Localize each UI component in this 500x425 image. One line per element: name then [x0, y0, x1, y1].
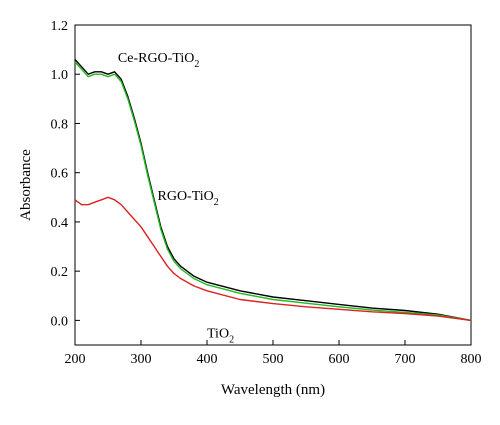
x-tick-label: 300	[131, 352, 152, 367]
annotation-subscript: 2	[214, 197, 219, 208]
annotation-label: TiO2	[207, 327, 234, 346]
x-tick-label: 400	[197, 352, 218, 367]
x-tick-label: 700	[395, 352, 416, 367]
annotation-text: Ce-RGO-TiO	[118, 51, 194, 66]
annotation-label: RGO-TiO2	[158, 189, 219, 208]
series-line-2	[74, 196, 472, 322]
y-tick-label: 0.0	[51, 314, 69, 329]
x-tick-label: 200	[65, 352, 86, 367]
y-tick-label: 0.4	[51, 216, 69, 231]
y-tick-label: 1.2	[51, 19, 69, 34]
x-tick-label: 500	[263, 352, 284, 367]
annotation-subscript: 2	[194, 59, 199, 70]
y-tick-label: 0.2	[51, 265, 69, 280]
series-line-0	[74, 59, 472, 322]
annotation-text: TiO	[207, 327, 229, 342]
series-layer	[74, 59, 472, 322]
annotation-text: RGO-TiO	[158, 189, 214, 204]
y-tick-label: 1.0	[51, 68, 69, 83]
y-axis-title: Absorbance	[18, 149, 34, 221]
y-tick-label: 0.8	[51, 117, 69, 132]
y-tick-label: 0.6	[51, 167, 69, 182]
ticks-layer: 200 300 400 500 600 700 800 0.0 0.2 0.4 0.6 0.8 1.0 1…	[51, 19, 482, 367]
annotation-subscript: 2	[229, 335, 234, 346]
x-tick-label: 600	[329, 352, 350, 367]
x-tick-label: 800	[461, 352, 482, 367]
x-axis-title: Wavelength (nm)	[221, 382, 325, 398]
series-line-1	[74, 61, 472, 322]
annotation-label: Ce-RGO-TiO2	[118, 51, 199, 70]
